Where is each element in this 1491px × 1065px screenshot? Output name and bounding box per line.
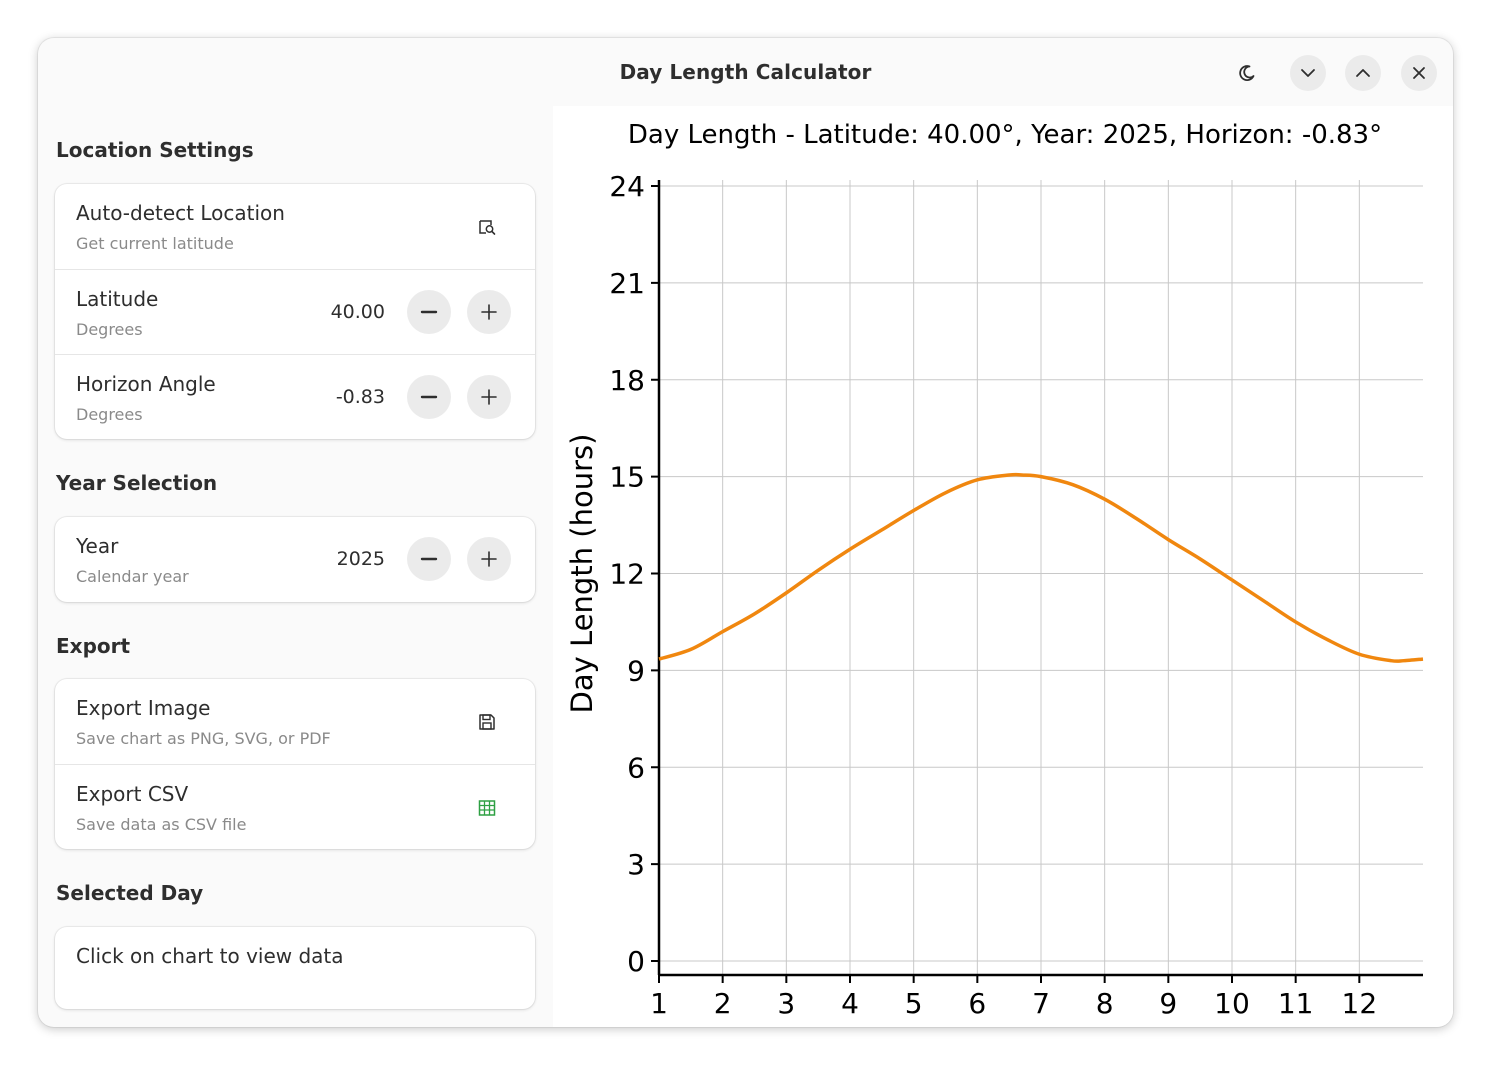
year-increment-button[interactable] [467, 537, 511, 581]
chevron-up-icon [1356, 69, 1370, 77]
year-title: Year [76, 534, 119, 558]
close-icon [1413, 67, 1425, 79]
latitude-title: Latitude [76, 287, 159, 311]
year-row: Year Calendar year 2025 [55, 517, 535, 602]
x-tick-label: 7 [1032, 987, 1050, 1020]
window-title: Day Length Calculator [619, 60, 872, 84]
table-icon[interactable] [477, 798, 497, 818]
horizon-increment-button[interactable] [467, 375, 511, 419]
close-button[interactable] [1401, 55, 1437, 91]
y-tick-label: 0 [627, 945, 645, 978]
horizon-angle-row: Horizon Angle Degrees -0.83 [55, 354, 535, 439]
y-tick-label: 15 [609, 461, 645, 494]
minus-icon [420, 310, 438, 314]
app-window: Day Length Calculator Location Settings [38, 38, 1453, 1027]
location-settings-heading: Location Settings [56, 138, 254, 162]
selected-day-card: Click on chart to view data [55, 927, 535, 1009]
maximize-button[interactable] [1345, 55, 1381, 91]
x-tick-label: 11 [1278, 987, 1314, 1020]
x-tick-label: 9 [1159, 987, 1177, 1020]
x-tick-label: 10 [1214, 987, 1250, 1020]
latitude-row: Latitude Degrees 40.00 [55, 269, 535, 355]
export-heading: Export [56, 634, 131, 658]
x-tick-label: 1 [650, 987, 668, 1020]
latitude-subtitle: Degrees [76, 320, 143, 339]
minus-icon [420, 395, 438, 399]
chevron-down-icon [1301, 69, 1315, 77]
selected-day-heading: Selected Day [56, 881, 204, 905]
horizon-angle-title: Horizon Angle [76, 372, 216, 396]
export-csv-row[interactable]: Export CSV Save data as CSV file [55, 764, 535, 849]
year-subtitle: Calendar year [76, 567, 189, 586]
auto-detect-subtitle: Get current latitude [76, 234, 234, 253]
y-tick-label: 24 [609, 170, 645, 203]
year-selection-card: Year Calendar year 2025 [55, 517, 535, 602]
chart-title: Day Length - Latitude: 40.00°, Year: 202… [628, 120, 1382, 150]
export-image-subtitle: Save chart as PNG, SVG, or PDF [76, 729, 331, 748]
save-icon[interactable] [477, 712, 497, 732]
y-tick-label: 3 [627, 848, 645, 881]
location-settings-card: Auto-detect Location Get current latitud… [55, 184, 535, 439]
export-image-row[interactable]: Export Image Save chart as PNG, SVG, or … [55, 679, 535, 764]
day-length-series-line [658, 472, 1424, 663]
latitude-decrement-button[interactable] [407, 290, 451, 334]
x-tick-label: 8 [1096, 987, 1114, 1020]
title-bar: Day Length Calculator [38, 38, 1453, 106]
minimize-button[interactable] [1290, 55, 1326, 91]
minus-icon [420, 557, 438, 561]
horizon-angle-subtitle: Degrees [76, 405, 143, 424]
moon-icon [1239, 65, 1255, 81]
y-tick-label: 6 [627, 751, 645, 784]
export-csv-title: Export CSV [76, 782, 189, 806]
dark-mode-toggle-button[interactable] [1229, 55, 1265, 91]
year-value[interactable]: 2025 [336, 548, 385, 570]
x-tick-label: 5 [905, 987, 923, 1020]
year-decrement-button[interactable] [407, 537, 451, 581]
y-tick-label: 9 [627, 654, 645, 687]
x-tick-label: 3 [777, 987, 795, 1020]
auto-detect-location-row[interactable]: Auto-detect Location Get current latitud… [55, 184, 535, 269]
chart-panel[interactable]: Day Length - Latitude: 40.00°, Year: 202… [553, 106, 1453, 1027]
location-search-icon[interactable] [477, 217, 497, 237]
plus-icon [481, 304, 497, 320]
horizon-angle-value[interactable]: -0.83 [335, 386, 385, 408]
latitude-increment-button[interactable] [467, 290, 511, 334]
x-tick-label: 12 [1342, 987, 1378, 1020]
day-length-chart[interactable]: Day Length - Latitude: 40.00°, Year: 202… [553, 106, 1453, 1027]
y-tick-label: 12 [609, 558, 645, 591]
y-axis-label: Day Length (hours) [565, 434, 599, 714]
plus-icon [481, 551, 497, 567]
x-tick-label: 4 [841, 987, 859, 1020]
export-image-title: Export Image [76, 696, 211, 720]
latitude-value[interactable]: 40.00 [330, 301, 385, 323]
x-tick-label: 6 [968, 987, 986, 1020]
horizon-decrement-button[interactable] [407, 375, 451, 419]
y-tick-label: 18 [609, 364, 645, 397]
export-card: Export Image Save chart as PNG, SVG, or … [55, 679, 535, 849]
y-tick-label: 21 [609, 267, 645, 300]
plus-icon [481, 389, 497, 405]
export-csv-subtitle: Save data as CSV file [76, 815, 247, 834]
year-selection-heading: Year Selection [56, 471, 218, 495]
auto-detect-title: Auto-detect Location [76, 201, 285, 225]
selected-day-placeholder: Click on chart to view data [76, 944, 344, 968]
x-tick-label: 2 [714, 987, 732, 1020]
